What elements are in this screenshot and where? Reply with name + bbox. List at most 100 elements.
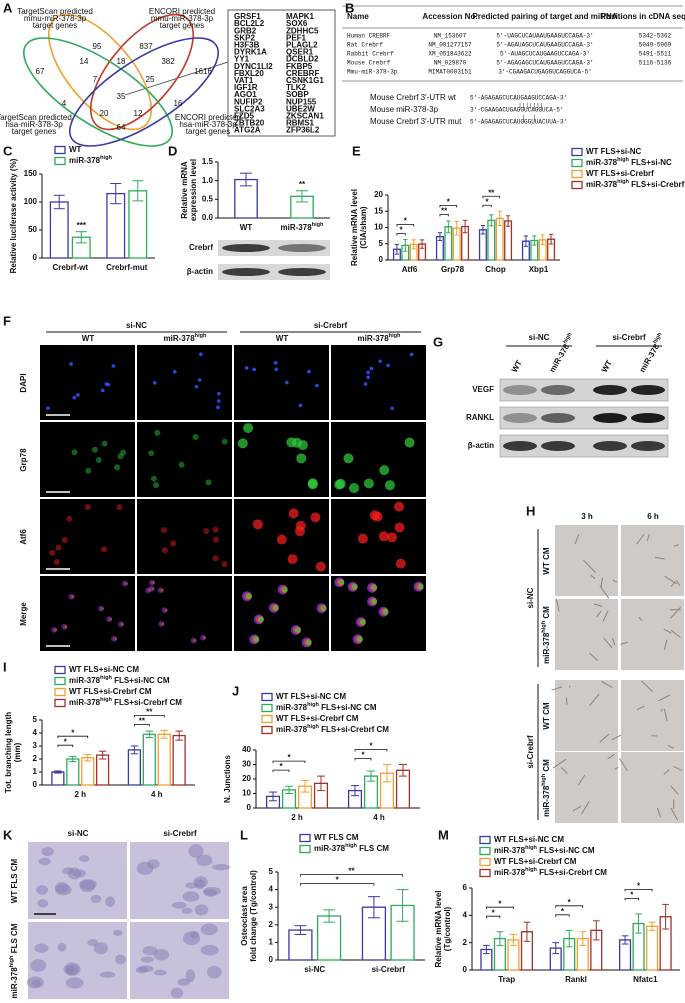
cell	[163, 608, 168, 613]
cell	[66, 515, 73, 522]
error-bar	[75, 231, 87, 244]
legend-swatch	[54, 687, 66, 697]
cell	[307, 369, 311, 374]
significance: *	[369, 742, 373, 751]
set-label: hsa-miR-378-3p	[5, 120, 63, 129]
venn-count: 67	[36, 67, 45, 76]
cell	[55, 544, 62, 551]
x-tick-label: Trap	[498, 975, 515, 984]
error-bar	[285, 785, 294, 794]
set-label: target genes	[12, 127, 56, 136]
gene: AGO1	[234, 90, 257, 99]
venn-count: 35	[117, 92, 126, 101]
significance-bracket	[482, 195, 501, 199]
significance: *	[568, 898, 572, 907]
micrograph	[555, 599, 618, 670]
significance: *	[637, 882, 641, 891]
osteoclast	[140, 956, 154, 963]
cell	[281, 586, 288, 593]
gene: CREBRF	[286, 69, 319, 78]
error-bar	[54, 770, 62, 774]
gene: ATG2A	[234, 126, 261, 135]
cell	[97, 605, 104, 612]
error-bar	[110, 183, 122, 205]
cell	[162, 622, 165, 625]
x-tick-label: Grp78	[441, 265, 465, 274]
cell	[109, 618, 112, 621]
gene: NUP155	[286, 97, 317, 106]
cell	[315, 383, 319, 388]
cell	[237, 438, 248, 449]
bar	[142, 733, 156, 786]
panel-letter: J	[232, 683, 239, 698]
pairing-bars	[519, 103, 542, 121]
cell	[190, 637, 197, 644]
error-bar	[394, 243, 400, 255]
tube	[551, 680, 624, 743]
error-bar	[635, 913, 642, 934]
pairing-label: Mouse miR-378-3p	[370, 105, 439, 114]
significance-bracket	[555, 905, 584, 908]
table-cell: Rabbit Crebrf	[347, 51, 394, 58]
significance: *	[361, 751, 365, 760]
table-cell: 5'-AGAUAGCUCAUGAAGUCCAGA-3'	[496, 42, 593, 49]
osteoclast	[113, 929, 123, 936]
cell	[194, 639, 197, 642]
error-bar	[523, 235, 529, 247]
group-label: si-Crebrf	[612, 333, 646, 342]
table-cell: 5'-AUAGCUCAUGAAGUCCAGA-3'	[500, 51, 590, 58]
gene: TLK2	[286, 83, 307, 92]
micrograph	[621, 680, 684, 751]
error-bar	[662, 903, 669, 930]
cell	[53, 558, 60, 565]
cell	[359, 619, 366, 626]
cell	[216, 399, 221, 403]
error-bar	[175, 730, 183, 741]
y-tick-label: 100	[24, 197, 38, 206]
panel-letter: K	[3, 827, 13, 842]
y-axis-label: Osteoclast area	[240, 886, 249, 946]
row-label: miR-378high FLS CM	[9, 923, 19, 998]
tube	[636, 680, 674, 749]
y-tick-label: 30	[242, 760, 251, 769]
blot	[499, 434, 669, 458]
cell	[292, 437, 303, 448]
osteoclast	[203, 886, 221, 896]
x-tick-label: si-Crebrf	[372, 965, 406, 974]
venn-count: 95	[93, 42, 102, 51]
column-label: 6 h	[647, 512, 659, 521]
venn-count: 1616	[194, 67, 212, 76]
y-tick-label: 20	[242, 774, 251, 783]
column-label: WT	[82, 334, 95, 343]
cell	[85, 467, 92, 474]
error-bar	[351, 785, 360, 797]
legend-label: WT FLS CM	[314, 833, 359, 842]
set-label: ENCORI predicted	[149, 7, 215, 16]
cell	[95, 457, 102, 464]
blot-band	[593, 441, 627, 451]
table-header: Name	[347, 12, 369, 21]
x-tick-label: Crebrf-wt	[52, 263, 88, 272]
cell	[72, 595, 75, 598]
venn-count: 25	[146, 75, 155, 84]
cell	[150, 475, 157, 482]
legend-swatch	[54, 156, 66, 166]
pairing-label: Mouse Crebrf 3'-UTR mut	[370, 117, 462, 126]
cell	[70, 594, 75, 599]
gene: YY1	[234, 55, 250, 64]
cell	[390, 406, 394, 411]
bar	[157, 733, 171, 786]
osteoclast	[36, 885, 49, 895]
micrograph	[137, 422, 232, 497]
cell	[160, 621, 165, 626]
cell	[154, 429, 161, 436]
error-bar	[316, 775, 325, 792]
cell	[216, 405, 220, 410]
error-bar	[454, 220, 459, 236]
cell	[285, 380, 289, 385]
significance-bracket	[300, 874, 403, 877]
error-bar	[552, 942, 560, 955]
cell	[199, 352, 203, 357]
osteoclast	[26, 976, 44, 989]
legend-label: miR-378high FLS+si-Crebrf CM	[69, 697, 182, 707]
